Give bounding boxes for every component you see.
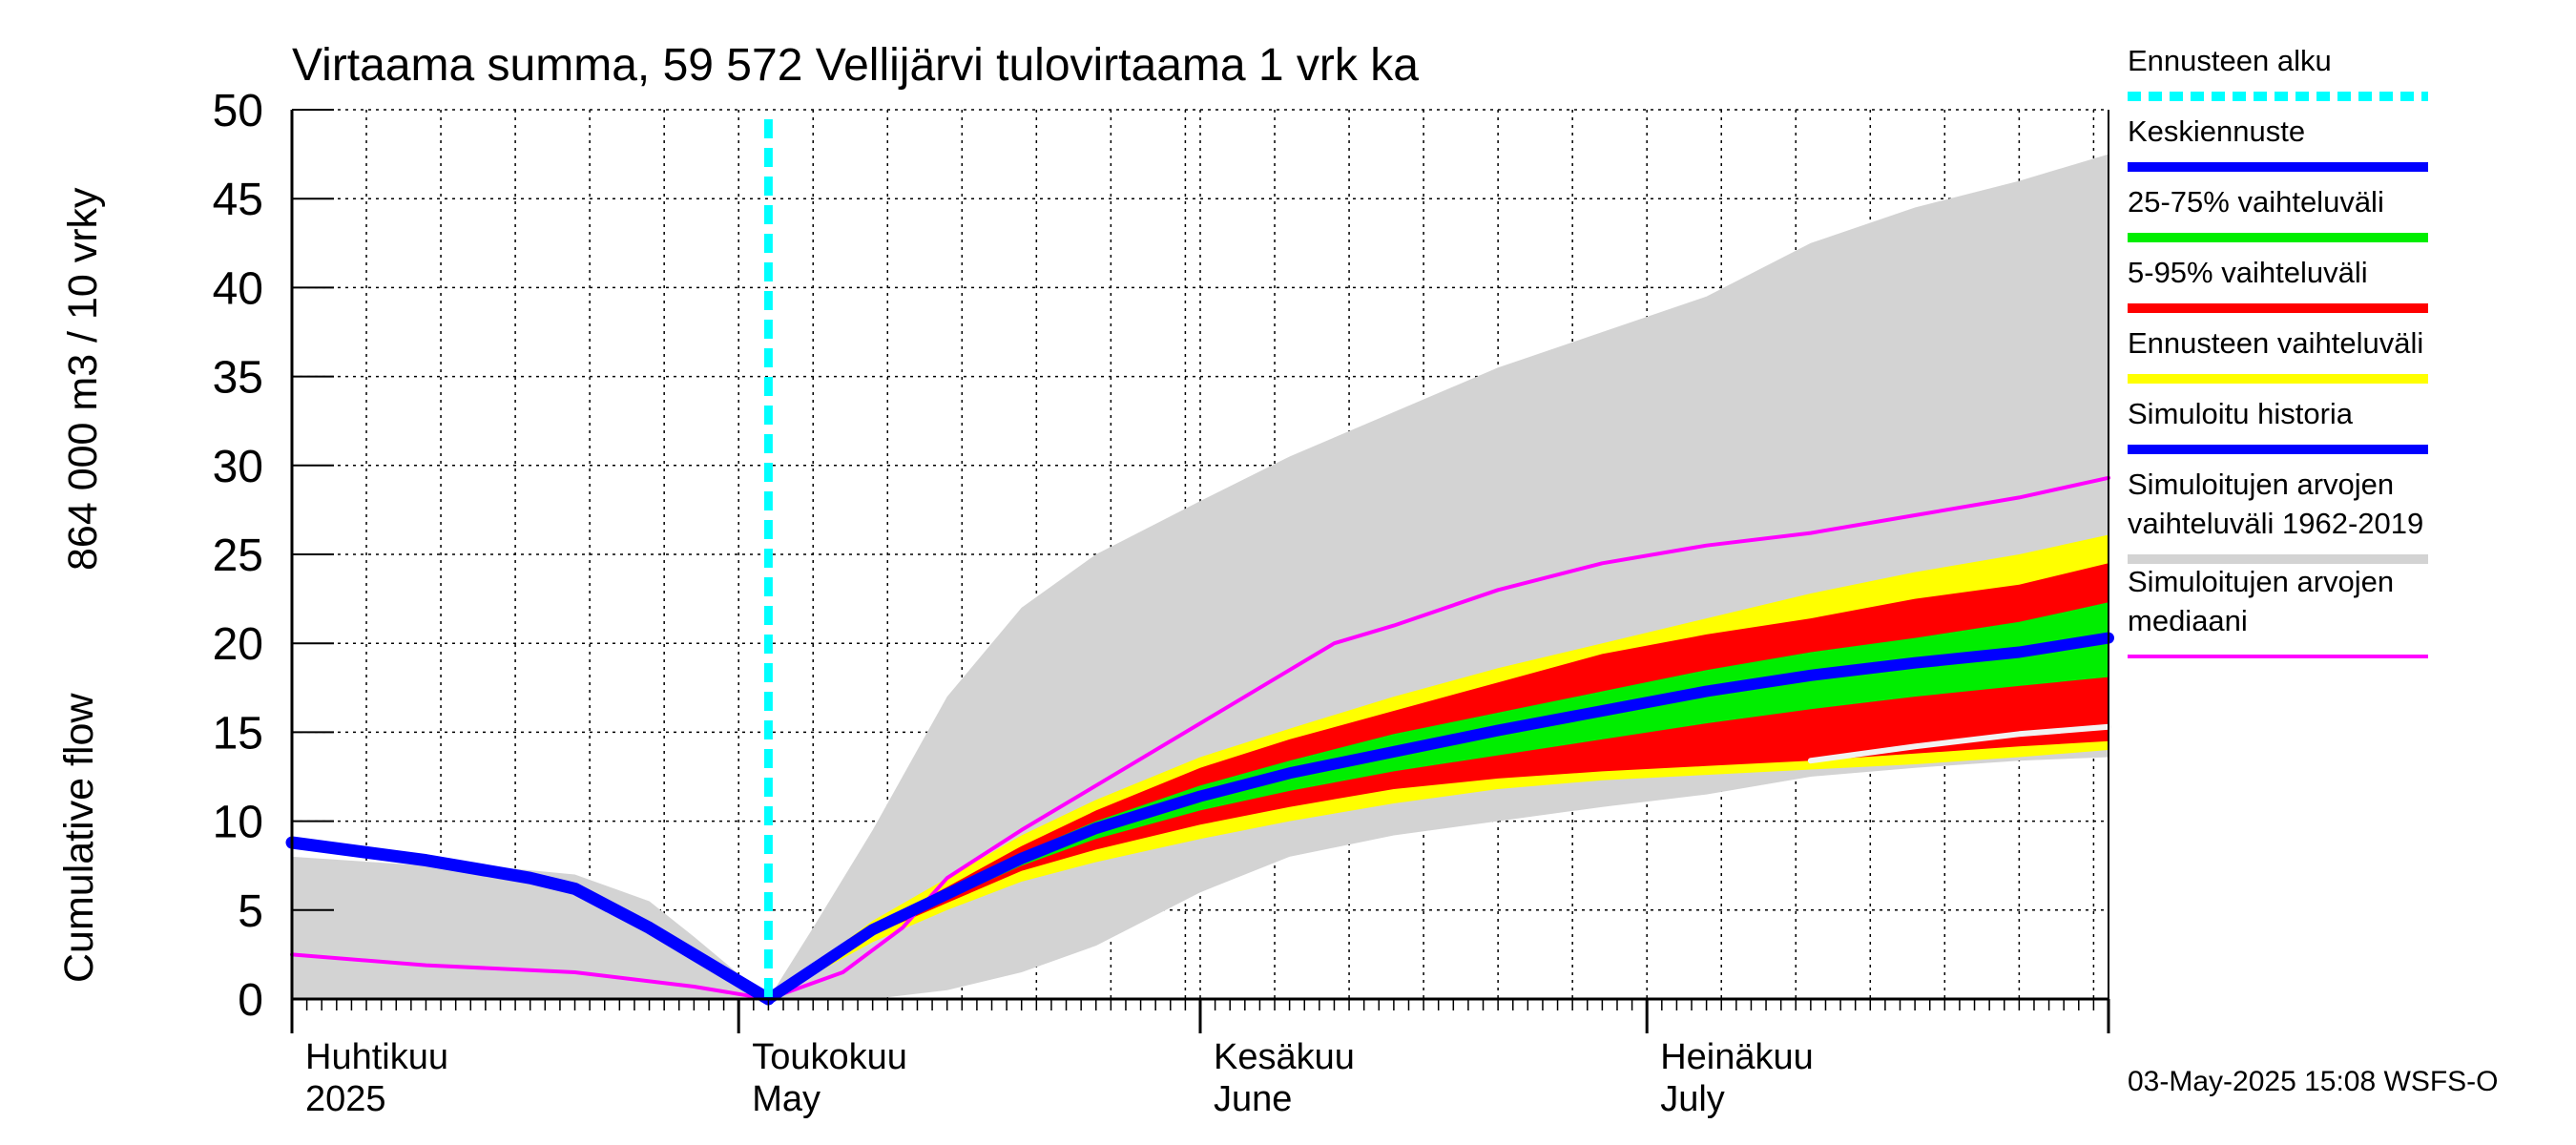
y-tick-label: 0 [238,975,263,1026]
month-label: Toukokuu [752,1037,907,1077]
legend-label-line2: mediaani [2128,604,2248,637]
month-sublabel: June [1214,1079,1292,1119]
y-tick-label: 10 [213,798,263,848]
legend-label: Ennusteen alku [2128,44,2332,77]
legend-label: Keskiennuste [2128,114,2305,148]
legend-label: 25-75% vaihteluväli [2128,185,2384,219]
white_line-line [1807,723,2111,764]
y-tick-label: 20 [213,619,263,670]
area-layer [292,154,2109,1000]
month-label: Heinäkuu [1660,1037,1814,1077]
simulated_history-line [285,836,775,1006]
legend-label: Simuloitujen arvojen [2128,565,2394,598]
y-axis-label-left: Cumulative flow [56,693,102,983]
month-label: Kesäkuu [1214,1037,1355,1077]
y-tick-label: 45 [213,175,263,225]
month-sublabel: July [1660,1079,1725,1119]
legend: Ennusteen alku Keskiennuste 25-75% vaihtel… [2128,44,2428,658]
y-tick-label: 5 [238,886,263,937]
y-tick-label: 15 [213,708,263,759]
month-label: Huhtikuu [305,1037,448,1077]
y-tick-labels: 0 5 10 15 20 25 30 35 40 45 50 [213,86,263,1026]
y-tick-label: 35 [213,353,263,404]
y-tick-label: 50 [213,86,263,136]
timestamp-footer: 03-May-2025 15:08 WSFS-O [2128,1066,2499,1097]
y-tick-label: 25 [213,531,263,581]
legend-label: 5-95% vaihteluväli [2128,256,2368,289]
y-tick-label: 30 [213,442,263,492]
legend-label: Ennusteen vaihteluväli [2128,326,2423,360]
y-axis-label-right: 864 000 m3 / 10 vrky [60,187,106,571]
keskiennuste-line [762,632,2114,1005]
y-tick-label: 40 [213,263,263,314]
month-sublabel: May [752,1079,821,1119]
legend-label: Simuloitujen arvojen [2128,468,2394,501]
legend-label-line2: vaihteluväli 1962-2019 [2128,507,2423,540]
line-layer [285,119,2114,1006]
median_hist-line [290,475,2110,1001]
chart-title: Virtaama summa, 59 572 Vellijärvi tulovi… [292,40,1419,91]
month-sublabel: 2025 [305,1079,386,1119]
hist_range-area [292,154,2109,1000]
axes [290,109,2110,1033]
legend-label: Simuloitu historia [2128,397,2354,430]
p25_75-area [768,602,2109,999]
